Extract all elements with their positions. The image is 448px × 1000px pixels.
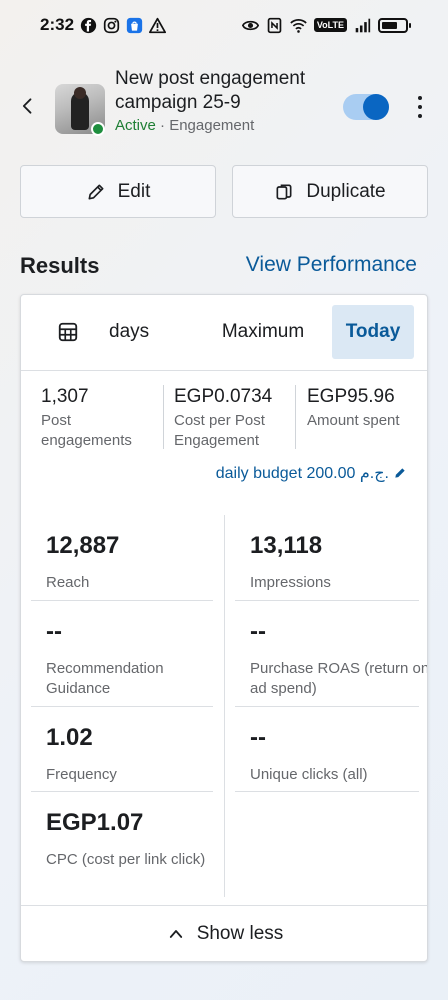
metrics-grid: 12,887 Reach 13,118 Impressions -- Recom…: [21, 515, 428, 897]
app-notification-icon: [126, 17, 143, 34]
metrics-row-divider: [235, 791, 419, 792]
metrics-row-divider: [235, 600, 419, 601]
chevron-up-icon: [169, 929, 182, 938]
duplicate-button[interactable]: Duplicate: [232, 165, 428, 218]
campaign-objective: Engagement: [169, 117, 255, 134]
summary-divider: [163, 385, 164, 449]
eye-icon: [241, 17, 259, 34]
summary-label: Cost per Post Engagement: [174, 412, 265, 449]
active-status-dot: [91, 122, 105, 136]
metric-value: 12,887: [46, 532, 120, 559]
summary-label: Post engagements: [41, 412, 132, 449]
campaign-title: New post engagement campaign 25-9: [115, 68, 306, 113]
metrics-divider: [224, 515, 225, 897]
metric-impressions: 13,118 Impressions: [250, 531, 427, 593]
metrics-row-divider: [31, 791, 213, 792]
pencil-icon: [88, 184, 104, 199]
nfc-icon: [266, 17, 283, 34]
tab-maximum[interactable]: Maximum: [221, 321, 305, 342]
subtitle-separator: ·: [160, 117, 166, 134]
tab-days[interactable]: days: [37, 305, 187, 359]
date-range-tabs: days Maximum Today: [21, 295, 427, 371]
show-less-label: Show less: [196, 922, 284, 944]
show-less-button[interactable]: Show less: [21, 905, 427, 961]
back-button[interactable]: [16, 92, 40, 120]
metric-frequency: 1.02 Frequency: [46, 723, 228, 785]
summary-value: EGP95.96: [307, 386, 395, 407]
metric-label: Purchase ROAS (return on ad spend): [250, 660, 428, 697]
metrics-row-divider: [31, 706, 213, 707]
metric-label: CPC (cost per link click): [46, 851, 206, 868]
metric-value: 1.02: [46, 724, 93, 751]
duplicate-icon: [276, 184, 292, 199]
volte-badge: VoLTE: [313, 18, 347, 32]
metric-label: Recommendation Guidance: [46, 660, 164, 697]
metric-value: --: [46, 618, 62, 645]
duplicate-button-label: Duplicate: [306, 180, 386, 202]
view-performance-link[interactable]: View Performance: [245, 253, 417, 276]
summary-cost-per-engagement: EGP0.0734 Cost per Post Engagement: [174, 385, 299, 449]
battery-icon: [378, 17, 411, 33]
calendar-grid-icon: [58, 322, 78, 342]
metric-cpc: EGP1.07 CPC (cost per link click): [46, 808, 228, 870]
signal-icon: [354, 17, 371, 34]
results-heading: Results: [20, 253, 100, 278]
pencil-icon: [395, 468, 405, 478]
metric-value: EGP1.07: [46, 809, 144, 836]
facebook-icon: [80, 17, 97, 34]
campaign-toggle[interactable]: [343, 94, 389, 120]
summary-post-engagements: 1,307 Post engagements: [41, 385, 161, 449]
metrics-row-divider: [235, 706, 419, 707]
summary-value: EGP0.0734: [174, 386, 273, 407]
metric-value: 13,118: [250, 532, 323, 559]
metric-reach: 12,887 Reach: [46, 531, 228, 593]
wifi-icon: [290, 17, 307, 34]
campaign-header: New post engagement campaign 25-9 Active…: [0, 62, 448, 152]
metric-value: --: [250, 618, 266, 645]
metric-label: Impressions: [250, 574, 331, 591]
more-options-button[interactable]: [410, 94, 430, 120]
results-card: days Maximum Today 1,307 Post engagement…: [20, 294, 428, 962]
edit-button[interactable]: Edit: [20, 165, 216, 218]
summary-label: Amount spent: [307, 412, 400, 429]
clock: 2:32: [40, 15, 75, 34]
metrics-row-divider: [31, 600, 213, 601]
summary-row: 1,307 Post engagements EGP0.0734 Cost pe…: [21, 385, 427, 449]
metric-value: --: [250, 724, 266, 751]
campaign-thumbnail: [55, 84, 105, 134]
campaign-status: Active: [115, 117, 156, 134]
daily-budget-link[interactable]: daily budget 200.00 ج.م.: [216, 463, 407, 483]
summary-value: 1,307: [41, 386, 89, 407]
instagram-icon: [103, 17, 120, 34]
metric-purchase-roas: -- Purchase ROAS (return on ad spend): [250, 617, 428, 699]
summary-divider: [295, 385, 296, 449]
edit-button-label: Edit: [117, 180, 151, 202]
metric-recommendation-guidance: -- Recommendation Guidance: [46, 617, 228, 699]
metric-label: Frequency: [46, 766, 117, 783]
campaign-subtitle: Active · Engagement: [115, 117, 254, 134]
metric-label: Reach: [46, 574, 90, 591]
metric-label: Unique clicks (all): [250, 766, 368, 783]
warning-icon: [149, 17, 167, 34]
daily-budget-text: daily budget 200.00 ج.م.: [215, 465, 389, 482]
tab-today[interactable]: Today: [332, 305, 414, 359]
metric-unique-clicks: -- Unique clicks (all): [250, 723, 427, 785]
tab-days-label: days: [109, 321, 150, 342]
summary-amount-spent: EGP95.96 Amount spent: [307, 385, 427, 449]
chevron-left-icon: [22, 98, 32, 114]
status-bar: 2:32 VoLTE: [0, 0, 448, 50]
